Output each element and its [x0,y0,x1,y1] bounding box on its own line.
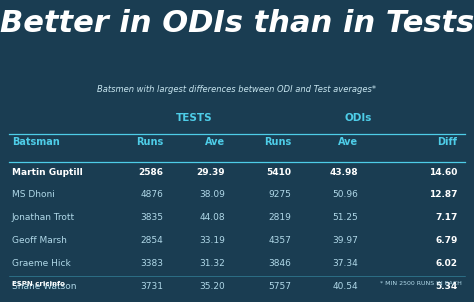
Text: 35.20: 35.20 [200,281,225,291]
Text: Runs: Runs [137,137,164,147]
Text: Jonathan Trott: Jonathan Trott [12,213,75,222]
Text: 6.79: 6.79 [435,236,457,245]
Text: 3383: 3383 [140,259,164,268]
Text: 51.25: 51.25 [332,213,358,222]
Text: 2854: 2854 [141,236,164,245]
Text: Ave: Ave [338,137,358,147]
Text: Better in ODIs than in Tests: Better in ODIs than in Tests [0,9,474,38]
Text: TESTS: TESTS [176,113,213,123]
Text: Runs: Runs [264,137,292,147]
Text: Martin Guptill: Martin Guptill [12,168,82,177]
Text: Batsmen with largest differences between ODI and Test averages*: Batsmen with largest differences between… [98,85,376,94]
Text: Graeme Hick: Graeme Hick [12,259,71,268]
Text: 31.32: 31.32 [200,259,225,268]
Text: 40.54: 40.54 [332,281,358,291]
Text: 14.60: 14.60 [429,168,457,177]
Text: Geoff Marsh: Geoff Marsh [12,236,67,245]
Text: Ave: Ave [205,137,225,147]
Text: 5757: 5757 [268,281,292,291]
Text: 6.02: 6.02 [436,259,457,268]
Text: 43.98: 43.98 [329,168,358,177]
Text: 50.96: 50.96 [332,191,358,199]
Text: 4876: 4876 [141,191,164,199]
Text: 12.87: 12.87 [429,191,457,199]
Text: 3835: 3835 [140,213,164,222]
Text: 29.39: 29.39 [197,168,225,177]
Text: 3846: 3846 [269,259,292,268]
Text: 37.34: 37.34 [332,259,358,268]
Text: 3731: 3731 [140,281,164,291]
Text: 4357: 4357 [269,236,292,245]
Text: Batsman: Batsman [12,137,60,147]
Text: ESPN cricinfo: ESPN cricinfo [12,281,65,287]
Text: Shane Watson: Shane Watson [12,281,76,291]
Text: 7.17: 7.17 [435,213,457,222]
Text: 2819: 2819 [269,213,292,222]
Text: * MIN 2500 RUNS IN EACH: * MIN 2500 RUNS IN EACH [380,281,462,286]
Text: 33.19: 33.19 [199,236,225,245]
Text: MS Dhoni: MS Dhoni [12,191,55,199]
Text: Diff: Diff [438,137,457,147]
Text: 9275: 9275 [269,191,292,199]
Text: 39.97: 39.97 [332,236,358,245]
Text: 2586: 2586 [138,168,164,177]
Text: 5.34: 5.34 [435,281,457,291]
Text: 44.08: 44.08 [200,213,225,222]
Text: 5410: 5410 [266,168,292,177]
Text: ODIs: ODIs [344,113,372,123]
Text: 38.09: 38.09 [199,191,225,199]
